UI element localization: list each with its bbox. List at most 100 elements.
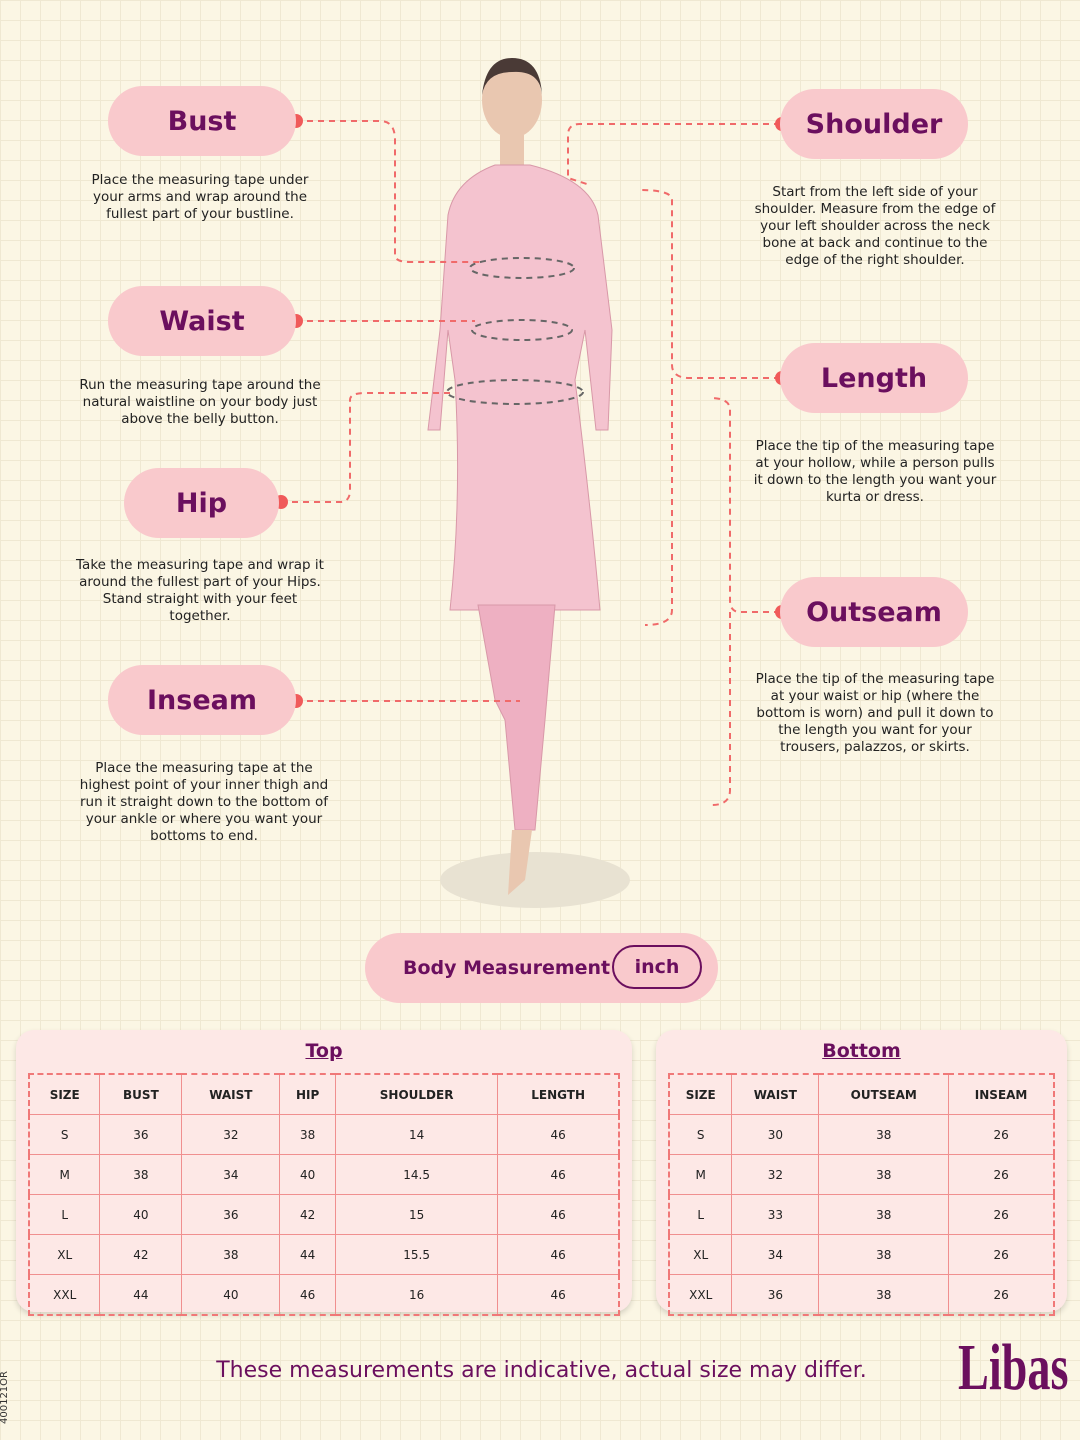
table-title: Bottom xyxy=(822,1040,901,1062)
column-header: OUTSEAM xyxy=(818,1073,950,1115)
footer-note: These measurements are indicative, actua… xyxy=(216,1358,867,1383)
table-cell: XXL xyxy=(668,1274,733,1316)
size-table: SIZE WAIST OUTSEAM INSEAM S 30 38 26 M 32 38 26 L 33 3… xyxy=(668,1073,1055,1316)
measurement-pill: Hip xyxy=(124,468,279,538)
table-cell: 38 xyxy=(818,1194,950,1235)
measurement-description: Take the measuring tape and wrap it arou… xyxy=(76,557,324,624)
column-header: HIP xyxy=(279,1073,336,1115)
table-cell: 44 xyxy=(279,1234,336,1275)
unit-button[interactable]: inch xyxy=(612,945,702,989)
hair xyxy=(482,58,542,95)
kurta xyxy=(427,164,613,611)
shadow xyxy=(440,852,630,908)
table-cell: 42 xyxy=(99,1234,183,1275)
column-header: SIZE xyxy=(668,1073,733,1115)
table-cell: 38 xyxy=(99,1154,183,1195)
table-row: S 36 32 38 14 46 xyxy=(28,1114,620,1155)
measurement-description: Place the measuring tape under your arms… xyxy=(91,172,309,222)
table-cell: 34 xyxy=(731,1234,820,1275)
column-header: INSEAM xyxy=(948,1073,1055,1115)
table-cell: 46 xyxy=(497,1194,620,1235)
table-cell: 26 xyxy=(948,1114,1055,1155)
measurement-pill: Waist xyxy=(108,286,296,356)
table-cell: M xyxy=(28,1154,101,1195)
table-row: XXL 36 38 26 xyxy=(668,1274,1055,1316)
table-row: XL 42 38 44 15.5 46 xyxy=(28,1234,620,1275)
table-row: XXL 44 40 46 16 46 xyxy=(28,1274,620,1316)
table-row: L 33 38 26 xyxy=(668,1194,1055,1235)
brand-logo: Libas xyxy=(958,1331,1069,1404)
table-cell: 46 xyxy=(279,1274,336,1316)
column-header: WAIST xyxy=(731,1073,820,1115)
neck xyxy=(500,135,524,170)
table-row: S 30 38 26 xyxy=(668,1114,1055,1155)
table-cell: 40 xyxy=(279,1154,336,1195)
connectors xyxy=(281,120,780,806)
table-cell: 34 xyxy=(181,1154,281,1195)
measurement-pill: Outseam xyxy=(780,577,968,647)
table-cell: 26 xyxy=(948,1154,1055,1195)
column-header: SHOULDER xyxy=(334,1073,499,1115)
measurement-pill: Inseam xyxy=(108,665,296,735)
table-cell: 30 xyxy=(731,1114,820,1155)
table-cell: XL xyxy=(28,1234,101,1275)
table-title: Top xyxy=(305,1040,343,1062)
product-code: 400121OR xyxy=(0,1371,10,1424)
table-row: M 32 38 26 xyxy=(668,1154,1055,1195)
table-cell: L xyxy=(668,1194,733,1235)
measurement-description: Start from the left side of your shoulde… xyxy=(754,184,996,268)
measurement-description: Run the measuring tape around the natura… xyxy=(79,377,321,427)
table-cell: 38 xyxy=(818,1114,950,1155)
table-cell: 38 xyxy=(818,1274,950,1316)
table-cell: L xyxy=(28,1194,101,1235)
table-cell: 46 xyxy=(497,1234,620,1275)
column-header: SIZE xyxy=(28,1073,101,1115)
table-cell: 26 xyxy=(948,1194,1055,1235)
trousers xyxy=(477,604,556,831)
measurement-pill: Shoulder xyxy=(780,89,968,159)
table-cell: 15 xyxy=(334,1194,499,1235)
head xyxy=(482,62,542,138)
table-cell: 38 xyxy=(181,1234,281,1275)
table-cell: 36 xyxy=(731,1274,820,1316)
table-cell: 40 xyxy=(99,1194,183,1235)
table-cell: 36 xyxy=(99,1114,183,1155)
table-row: XL 34 38 26 xyxy=(668,1234,1055,1275)
table-cell: 26 xyxy=(948,1234,1055,1275)
size-table: SIZE BUST WAIST HIP SHOULDER LENGTH S 36 32 38 14 4… xyxy=(28,1073,620,1316)
top-size-panel: Top SIZE BUST WAIST HIP SHOULDER LENGTH S 36 32 38… xyxy=(16,1030,632,1316)
table-cell: XL xyxy=(668,1234,733,1275)
unit-toggle: Body Measurement inch xyxy=(365,933,718,1003)
toggle-label: Body Measurement xyxy=(403,957,611,979)
measurement-description: Place the tip of the measuring tape at y… xyxy=(755,671,995,755)
tape-lines xyxy=(446,257,584,405)
measurement-description: Place the tip of the measuring tape at y… xyxy=(753,438,997,505)
table-cell: 16 xyxy=(334,1274,499,1316)
table-cell: 42 xyxy=(279,1194,336,1235)
table-cell: 14 xyxy=(334,1114,499,1155)
header-row: SIZE BUST WAIST HIP SHOULDER LENGTH xyxy=(28,1073,620,1115)
column-header: LENGTH xyxy=(497,1073,620,1115)
table-cell: M xyxy=(668,1154,733,1195)
table-row: M 38 34 40 14.5 46 xyxy=(28,1154,620,1195)
measurement-pill: Length xyxy=(780,343,968,413)
table-cell: 38 xyxy=(279,1114,336,1155)
table-cell: 46 xyxy=(497,1154,620,1195)
table-cell: 46 xyxy=(497,1274,620,1316)
table-cell: S xyxy=(668,1114,733,1155)
table-cell: 36 xyxy=(181,1194,281,1235)
table-cell: 44 xyxy=(99,1274,183,1316)
table-cell: 32 xyxy=(731,1154,820,1195)
table-cell: XXL xyxy=(28,1274,101,1316)
table-cell: 32 xyxy=(181,1114,281,1155)
measurement-description: Place the measuring tape at the highest … xyxy=(79,760,329,844)
table-cell: S xyxy=(28,1114,101,1155)
column-header: BUST xyxy=(99,1073,183,1115)
header-row: SIZE WAIST OUTSEAM INSEAM xyxy=(668,1073,1055,1115)
table-cell: 15.5 xyxy=(334,1234,499,1275)
table-cell: 26 xyxy=(948,1274,1055,1316)
table-cell: 46 xyxy=(497,1114,620,1155)
table-cell: 38 xyxy=(818,1234,950,1275)
table-cell: 38 xyxy=(818,1154,950,1195)
